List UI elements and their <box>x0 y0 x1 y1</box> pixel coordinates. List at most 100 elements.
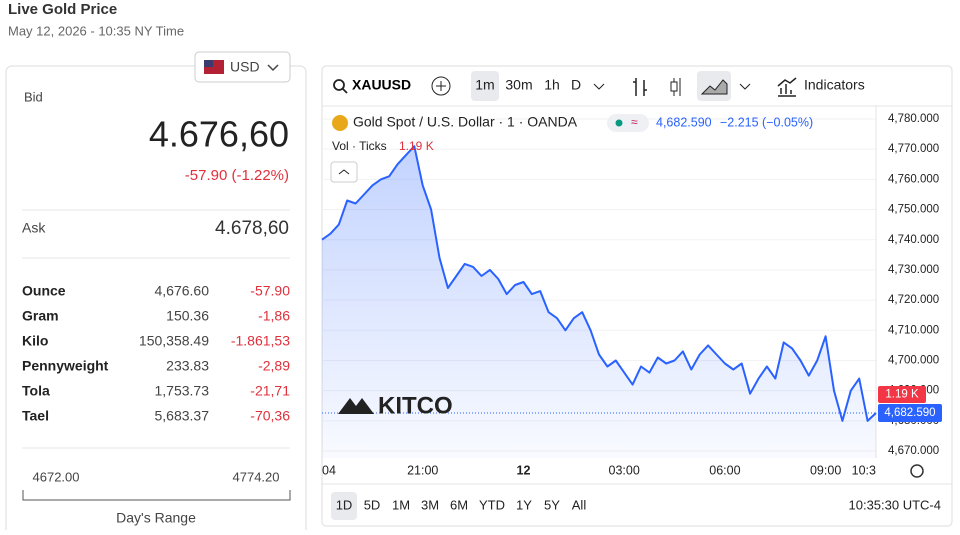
y-tick-label: 4,730.000 <box>888 264 939 276</box>
unit: Tael <box>22 408 49 424</box>
range-high: 4774.20 <box>233 469 280 484</box>
chevron <box>338 169 350 175</box>
range-button[interactable]: 5D <box>364 497 381 512</box>
range-label: Day's Range <box>116 510 196 526</box>
change: -1.861,53 <box>231 333 290 349</box>
x-tick-label: 03:00 <box>609 463 640 477</box>
y-tick-label: 4,670.000 <box>888 445 939 457</box>
price: 150.36 <box>166 308 209 324</box>
bid-change: -57.90 (-1.22%) <box>185 167 289 184</box>
price: 150,358.49 <box>139 333 209 349</box>
symbol[interactable]: XAUUSD <box>352 77 411 93</box>
interval[interactable]: 1h <box>544 77 560 93</box>
change: -2,89 <box>258 358 290 374</box>
clock: 10:35:30 UTC-4 <box>849 497 942 512</box>
y-tick-label: 4,740.000 <box>888 234 939 246</box>
ask: 4.678,60 <box>215 218 289 239</box>
x-tick-label: 06:00 <box>709 463 740 477</box>
candles-icon <box>670 81 678 92</box>
collapse-button[interactable] <box>330 161 358 183</box>
range-button[interactable]: 1Y <box>516 497 532 512</box>
indicators-icon <box>777 77 797 97</box>
volume-tag <box>878 386 926 404</box>
interval[interactable]: D <box>571 77 581 93</box>
range-button[interactable]: 3M <box>421 497 439 512</box>
y-tick-label: 4,710.000 <box>888 324 939 336</box>
price: 4,676.60 <box>155 283 210 299</box>
x-tick-label: 09:00 <box>810 463 841 477</box>
price: 233.83 <box>166 358 209 374</box>
quote-panel <box>5 65 307 535</box>
interval[interactable]: 1m <box>475 77 494 93</box>
change: -1,86 <box>258 308 290 324</box>
x-tick-label: 10:3 <box>852 463 876 477</box>
price-line <box>321 145 877 422</box>
currency-select[interactable] <box>194 51 291 83</box>
chevron[interactable] <box>739 83 751 90</box>
x-tick-label: 12 <box>517 463 531 477</box>
range-button[interactable]: 5Y <box>544 497 560 512</box>
quote-change: −2.215 (−0.05%) <box>720 115 813 129</box>
range-button[interactable]: 1M <box>392 497 410 512</box>
subtitle: May 12, 2026 - 10:35 NY Time <box>8 23 184 38</box>
bid-label: Bid <box>24 89 43 104</box>
title: Live Gold Price <box>8 1 117 18</box>
range-button[interactable]: YTD <box>479 497 505 512</box>
currency: USD <box>230 59 260 75</box>
range-button[interactable]: 1D <box>336 497 353 512</box>
last-price-label: 4,682.590 <box>884 407 935 419</box>
y-tick-label: 4,700.000 <box>888 355 939 367</box>
change: -21,71 <box>250 383 290 399</box>
y-tick-label: 4,760.000 <box>888 173 939 185</box>
change: -70,36 <box>250 408 290 424</box>
active-range <box>331 492 357 520</box>
price: 5,683.37 <box>155 408 210 424</box>
chevron[interactable] <box>593 83 605 90</box>
status <box>607 114 649 132</box>
unit: Pennyweight <box>22 358 109 374</box>
symbol-logo <box>332 115 348 131</box>
compare-button[interactable] <box>431 76 451 96</box>
vol-value: 1.19 K <box>399 139 434 153</box>
change: -57.90 <box>250 283 290 299</box>
bid: 4.676,60 <box>149 114 289 155</box>
y-tick-label: 4,720.000 <box>888 294 939 306</box>
ask-label: Ask <box>22 220 46 236</box>
y-tick-label: 4,750.000 <box>888 204 939 216</box>
search-icon <box>333 79 345 91</box>
unit: Ounce <box>22 283 66 299</box>
kitco-logo <box>338 398 374 414</box>
unit: Kilo <box>22 333 48 349</box>
settings[interactable] <box>910 464 924 478</box>
range-bar <box>22 490 291 501</box>
volume-label: 1.19 K <box>885 389 919 401</box>
area-icon <box>700 79 728 95</box>
vol-label: Vol · Ticks <box>332 139 387 153</box>
y-tick-label: 4,780.000 <box>888 113 939 125</box>
x-tick-label: 21:00 <box>407 463 438 477</box>
range-button[interactable]: All <box>572 497 587 512</box>
y-tick-label: 4,770.000 <box>888 143 939 155</box>
search-icon <box>342 88 348 94</box>
last-price-tag <box>878 404 942 423</box>
indicators[interactable]: Indicators <box>804 77 865 93</box>
price: 1,753.73 <box>155 383 210 399</box>
range-button[interactable]: 6M <box>450 497 468 512</box>
chart-title: Gold Spot / U.S. Dollar · 1 · OANDA <box>353 114 578 130</box>
x-tick-label: 04 <box>322 463 336 477</box>
bars-icon[interactable] <box>633 78 647 96</box>
flag-canton <box>204 60 213 67</box>
chevron <box>267 64 279 72</box>
unit: Gram <box>22 308 59 324</box>
range-low: 4672.00 <box>33 469 80 484</box>
plus <box>436 81 446 91</box>
status-dot <box>615 119 623 127</box>
active-interval <box>471 71 499 101</box>
quote: 4,682.590 <box>656 115 712 129</box>
watermark: KITCO <box>378 392 453 419</box>
area-fill <box>322 146 876 458</box>
interval[interactable]: 30m <box>505 77 532 93</box>
unit: Tola <box>22 383 50 399</box>
